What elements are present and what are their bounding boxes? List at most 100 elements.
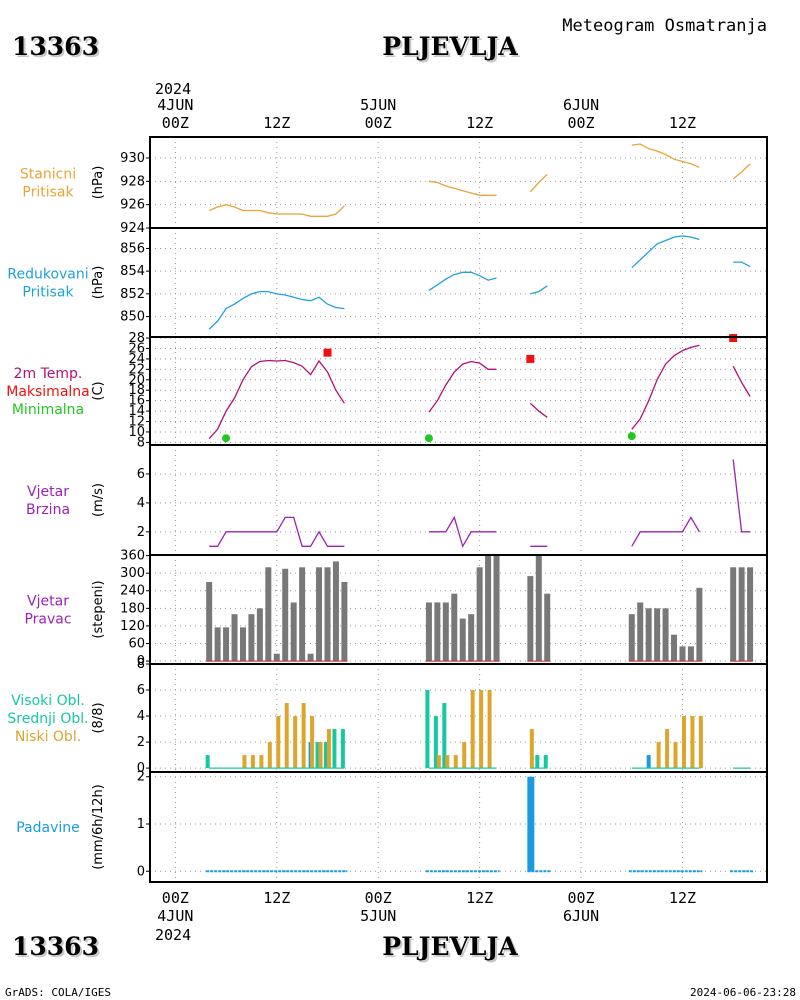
y-tick-label: 300 [120,566,145,581]
panel-title: Vjetar [27,484,69,500]
y-tick-label: 20 [128,373,145,388]
wind-dir-bar [544,593,551,662]
wind-dir-bar [730,567,737,662]
wind-dir-bar [248,614,255,662]
date-label-top: 4JUN [157,96,193,114]
series-line [631,235,700,269]
time-tick-bottom: 12Z [263,889,290,907]
year-top: 2024 [155,80,191,98]
wind-dir-bar [485,555,492,662]
wind-dir-bar [265,567,272,662]
wind-dir-bar [687,646,694,662]
cloud-bar [646,755,651,769]
panel-title: Brzina [26,502,70,518]
y-tick-label: 4 [137,709,145,724]
cloud-bar [479,690,484,769]
cloud-bar [673,742,678,769]
cloud-bar [543,755,548,769]
panel-stanicni: 924 926 928 930 (hPa) Stanicni Pritisak [20,136,768,236]
wind-dir-bar [527,576,534,662]
station-name-top: PLJEVLJA [382,32,518,61]
panel-frame [149,771,768,883]
time-tick-top: 00Z [162,114,189,132]
y-tick-label: 0 [137,654,145,669]
wind-dir-bar [459,618,466,662]
y-tick-label: 12 [128,415,145,430]
wind-dir-bar [645,608,652,662]
y-axis-label: (hPa) [91,166,106,200]
cloud-bar [535,755,540,769]
wind-dir-bar [637,602,644,662]
cloud-bar [433,716,438,769]
tmax-marker [323,348,332,357]
cloud-bar [656,742,661,769]
y-axis-label: (m/s) [91,483,106,517]
date-label-top: 6JUN [563,96,599,114]
y-tick-label: 22 [128,362,145,377]
cloud-bar [250,755,255,769]
y-tick-label: 6 [137,467,145,482]
time-tick-top: 00Z [365,114,392,132]
y-tick-label: 8 [137,435,145,450]
panel-frame [149,227,768,338]
tmax-marker [526,354,535,363]
cloud-bar [318,742,323,769]
series-line [631,344,700,430]
station-name-top: PLJEVLJA [384,34,520,63]
credit-label: GrADS: COLA/IGES [5,986,111,999]
series-line [428,180,497,196]
y-tick-label: 180 [120,601,145,616]
series-line [631,143,700,168]
y-tick-label: 6 [137,683,145,698]
series-line [530,285,548,295]
y-tick-label: 120 [120,619,145,634]
series-line [428,360,497,413]
cloud-bar [442,703,447,769]
cloud-bar [690,716,695,769]
panel-title: Vjetar [27,594,69,610]
time-tick-bottom: 00Z [365,889,392,907]
y-tick-label: 0 [137,761,145,776]
wind-dir-bar [679,646,686,662]
series-line [529,402,548,418]
station-id-bottom: 13363 [12,932,99,961]
panel-padavine: 0 1 2 (mm/6h/12h) Padavine [16,770,768,883]
y-tick-label: 24 [128,352,145,367]
time-tick-top: 12Z [263,114,290,132]
panel-title: Minimalna [12,402,84,418]
wind-dir-bar [223,627,230,662]
y-tick-label: 4 [137,496,145,511]
y-tick-label: 854 [120,264,145,279]
wind-dir-bar [239,627,246,662]
wind-dir-bar [206,581,213,662]
panel-vjetar_pravac: 0 60 120 180 240 300 360 (stepeni) Vjetar Pravac [24,549,768,669]
cloud-bar [425,690,430,769]
date-label-bottom: 5JUN [360,907,396,925]
y-tick-label: 14 [128,404,145,419]
panel-vjetar_brzina: 2 4 6 (m/s) Vjetar Brzina [26,444,768,556]
series-line [732,459,751,533]
series-line [732,163,751,180]
tmin-marker [424,434,433,443]
station-name-bottom: PLJEVLJA [382,932,518,961]
y-tick-label: 856 [120,241,145,256]
y-tick-label: 926 [120,198,145,213]
cloud-bar [323,742,328,769]
wind-dir-bar [535,555,542,662]
wind-dir-bar [332,561,339,662]
cloud-bar [276,716,281,769]
wind-dir-bar [493,555,500,662]
wind-dir-bar [324,567,331,662]
cloud-bar [205,755,210,769]
cloud-bar [436,755,441,769]
time-tick-top: 12Z [466,114,493,132]
y-axis-label: (stepeni) [91,580,106,638]
panel-title: Pravac [24,612,71,628]
wind-dir-bar [231,614,238,662]
cloud-bar [284,703,289,769]
wind-dir-bar [468,614,475,662]
cloud-bar [445,755,450,769]
wind-dir-bar [434,602,441,662]
wind-dir-bar [299,567,306,662]
wind-dir-bar [476,567,483,662]
